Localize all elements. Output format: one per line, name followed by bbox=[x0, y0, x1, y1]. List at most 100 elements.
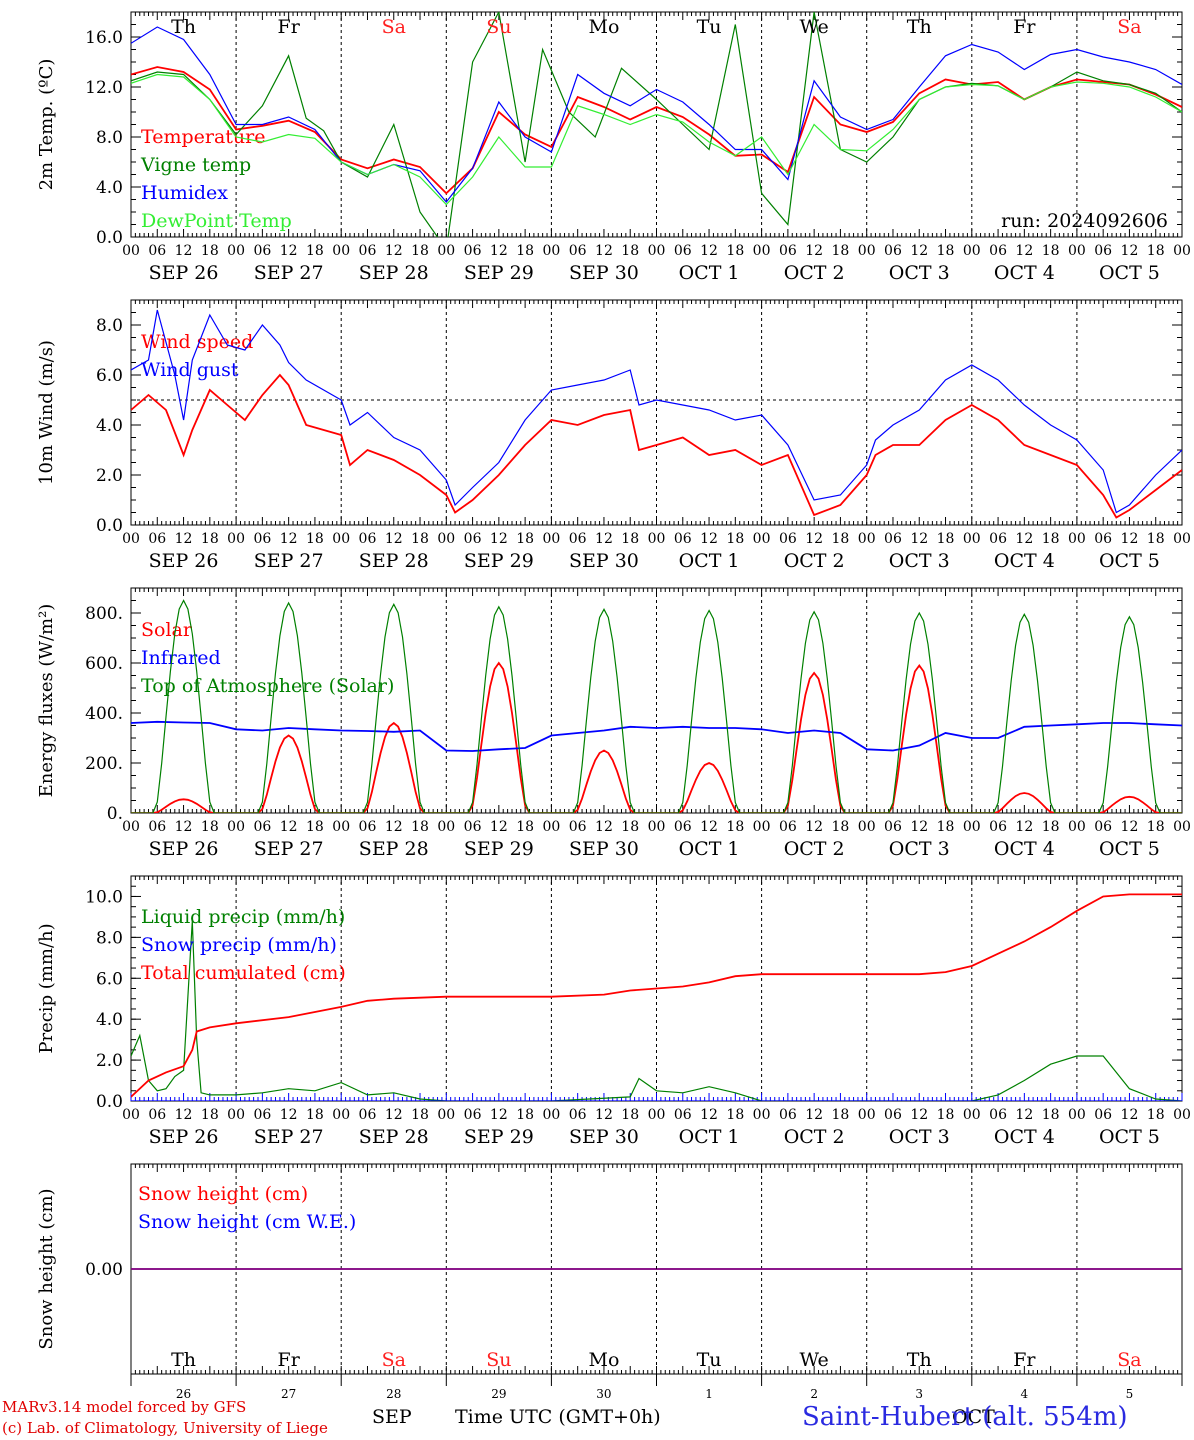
y-tick-label: 8.0 bbox=[96, 928, 123, 948]
y-axis-label: Snow height (cm) bbox=[36, 1188, 57, 1349]
panel-1: 0.0 4.0 8.0 12.0 16.0 2m Temp. (ºC) 00 06 12 18 00… bbox=[36, 11, 1191, 284]
hour-label: 00 bbox=[542, 531, 560, 547]
hour-label: 12 bbox=[280, 243, 298, 259]
hour-label: 12 bbox=[385, 1107, 403, 1123]
hour-label: 12 bbox=[490, 243, 508, 259]
hour-label: 06 bbox=[253, 1107, 271, 1123]
hour-label: 18 bbox=[306, 819, 324, 835]
hour-label: 18 bbox=[306, 243, 324, 259]
date-label: OCT 5 bbox=[1099, 550, 1160, 572]
hour-label: 12 bbox=[1015, 243, 1033, 259]
hour-label: 12 bbox=[805, 243, 823, 259]
hour-label: 00 bbox=[1173, 531, 1191, 547]
day-number-label: 2 bbox=[810, 1387, 818, 1401]
hour-label: 00 bbox=[648, 243, 666, 259]
hour-label: 06 bbox=[779, 819, 797, 835]
y-tick-label: 0. bbox=[107, 804, 123, 824]
hour-label: 12 bbox=[385, 243, 403, 259]
hour-label: 12 bbox=[910, 1107, 928, 1123]
hour-label: 06 bbox=[989, 1107, 1007, 1123]
hour-label: 12 bbox=[1015, 819, 1033, 835]
hour-label: 06 bbox=[884, 531, 902, 547]
hour-label: 06 bbox=[779, 243, 797, 259]
hour-label: 06 bbox=[253, 243, 271, 259]
day-number-label: 27 bbox=[281, 1387, 296, 1401]
date-label: SEP 28 bbox=[359, 550, 429, 572]
date-label: OCT 3 bbox=[889, 838, 950, 860]
date-label: SEP 27 bbox=[254, 550, 324, 572]
hour-label: 00 bbox=[437, 531, 455, 547]
hour-label: 06 bbox=[569, 1107, 587, 1123]
hour-label: 12 bbox=[490, 819, 508, 835]
day-number-label: 29 bbox=[491, 1387, 506, 1401]
month-label-oct: OCT bbox=[952, 1406, 995, 1428]
hour-label: 12 bbox=[910, 531, 928, 547]
hour-label: 12 bbox=[490, 531, 508, 547]
hour-label: 00 bbox=[858, 1107, 876, 1123]
hour-label: 06 bbox=[148, 819, 166, 835]
y-tick-label: 0.0 bbox=[96, 228, 123, 248]
series-line-total-cumulated-cm- bbox=[131, 893, 1182, 1098]
hour-label: 06 bbox=[464, 819, 482, 835]
hour-label: 06 bbox=[1094, 1107, 1112, 1123]
lab-credit: (c) Lab. of Climatology, University of L… bbox=[2, 1419, 328, 1437]
weekday-label: Su bbox=[486, 16, 511, 38]
hour-label: 06 bbox=[148, 531, 166, 547]
hour-label: 06 bbox=[464, 1107, 482, 1123]
hour-label: 18 bbox=[832, 243, 850, 259]
hour-label: 06 bbox=[464, 243, 482, 259]
hour-label: 12 bbox=[280, 531, 298, 547]
date-label: OCT 5 bbox=[1099, 838, 1160, 860]
date-label: SEP 30 bbox=[569, 838, 639, 860]
model-credit: MARv3.14 model forced by GFS bbox=[2, 1398, 247, 1416]
hour-label: 18 bbox=[201, 531, 219, 547]
legend-entry: Snow height (cm W.E.) bbox=[138, 1211, 356, 1233]
hour-label: 12 bbox=[280, 1107, 298, 1123]
date-label: SEP 27 bbox=[254, 838, 324, 860]
date-label: OCT 2 bbox=[784, 262, 845, 284]
hour-label: 18 bbox=[411, 243, 429, 259]
panel-3: 0. 200. 400. 600. 800. Energy fluxes (W/m²) 00… bbox=[36, 587, 1191, 860]
hour-label: 18 bbox=[201, 819, 219, 835]
series-line-wind-gust bbox=[131, 309, 1182, 514]
hour-label: 12 bbox=[175, 819, 193, 835]
day-number-label: 1 bbox=[705, 1387, 713, 1401]
series-line-humidex bbox=[131, 26, 1182, 203]
hour-label: 12 bbox=[1121, 1107, 1139, 1123]
date-label: OCT 2 bbox=[784, 1126, 845, 1148]
hour-label: 06 bbox=[779, 1107, 797, 1123]
hour-label: 18 bbox=[1042, 1107, 1060, 1123]
hour-label: 00 bbox=[753, 243, 771, 259]
weekday-label: Fr bbox=[1013, 16, 1036, 38]
hour-label: 18 bbox=[306, 1107, 324, 1123]
month-label-sep: SEP bbox=[372, 1406, 412, 1428]
hour-label: 06 bbox=[359, 531, 377, 547]
date-label: OCT 4 bbox=[994, 550, 1055, 572]
y-tick-label: 8.0 bbox=[96, 316, 123, 336]
hour-label: 06 bbox=[359, 1107, 377, 1123]
date-label: SEP 30 bbox=[569, 1126, 639, 1148]
hour-label: 06 bbox=[989, 243, 1007, 259]
hour-label: 00 bbox=[858, 531, 876, 547]
date-label: OCT 3 bbox=[889, 262, 950, 284]
hour-label: 18 bbox=[1147, 819, 1165, 835]
hour-label: 12 bbox=[1121, 243, 1139, 259]
hour-label: 00 bbox=[227, 1107, 245, 1123]
legend-entry: Vigne temp bbox=[140, 154, 251, 176]
y-axis-label: 10m Wind (m/s) bbox=[36, 340, 57, 485]
weekday-label: Sa bbox=[1117, 16, 1141, 38]
legend-entry: Liquid precip (mm/h) bbox=[141, 906, 345, 928]
hour-label: 06 bbox=[674, 243, 692, 259]
y-tick-label: 12.0 bbox=[85, 78, 123, 98]
hour-label: 12 bbox=[805, 531, 823, 547]
hour-label: 18 bbox=[832, 531, 850, 547]
hour-label: 06 bbox=[884, 243, 902, 259]
y-tick-label: 200. bbox=[85, 754, 123, 774]
hour-label: 00 bbox=[227, 531, 245, 547]
hour-label: 18 bbox=[937, 1107, 955, 1123]
weekday-label: Fr bbox=[278, 1349, 301, 1371]
hour-label: 00 bbox=[332, 531, 350, 547]
y-tick-label: 6.0 bbox=[96, 366, 123, 386]
hour-label: 00 bbox=[542, 243, 560, 259]
y-tick-label: 2.0 bbox=[96, 1051, 123, 1071]
